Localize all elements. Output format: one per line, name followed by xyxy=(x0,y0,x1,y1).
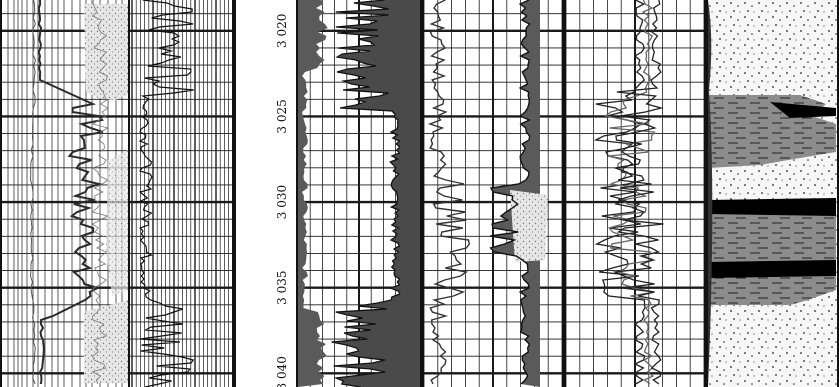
gamma-ray-curve xyxy=(37,0,104,385)
caliper-curve xyxy=(91,0,109,385)
depth-label: 3 030 xyxy=(275,185,289,219)
coal-bed-1 xyxy=(708,198,836,216)
coal-bed-2 xyxy=(708,260,836,278)
track-border xyxy=(837,0,839,387)
coal-stringer xyxy=(770,102,836,118)
track-border xyxy=(232,0,236,387)
density-curve xyxy=(489,0,531,385)
depth-label: 3 025 xyxy=(275,99,289,133)
log-curves xyxy=(29,0,664,387)
wiggle-curve-2 xyxy=(604,0,657,385)
depth-label: 3 020 xyxy=(275,14,289,48)
left-shaded-fill xyxy=(298,0,328,387)
crossover-shading xyxy=(510,190,548,262)
depth-label: 3 040 xyxy=(275,356,289,387)
shale-bed-lower xyxy=(708,205,836,305)
sonic-curve xyxy=(138,0,195,387)
neutron-curve xyxy=(427,0,470,385)
track-border xyxy=(420,0,424,387)
lithology-left-edge xyxy=(708,0,713,387)
sand-shading-middle xyxy=(106,150,128,296)
resistivity-curve xyxy=(331,0,401,387)
track-border xyxy=(0,0,2,387)
depth-label: 3 035 xyxy=(275,271,289,305)
sandstone-body xyxy=(708,0,837,387)
track-border xyxy=(562,0,566,387)
track-border xyxy=(128,0,130,387)
depth-axis: 3 020 3 025 3 030 3 035 3 040 xyxy=(275,14,289,387)
sp-curve xyxy=(29,0,37,385)
track-border xyxy=(296,0,298,387)
depth-column-bg xyxy=(236,0,296,387)
track-border xyxy=(704,0,708,387)
lithology-column xyxy=(708,0,837,387)
wiggle-curve-3 xyxy=(612,0,664,385)
sand-shading-lower xyxy=(84,300,128,383)
